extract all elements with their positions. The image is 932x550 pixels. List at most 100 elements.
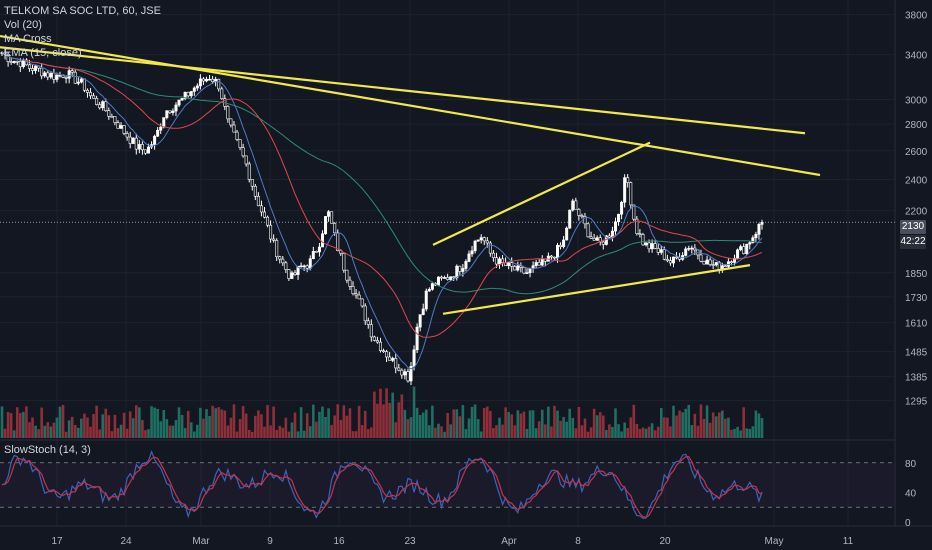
y-tick-label: 1730 — [905, 293, 928, 304]
osc-tick-label: 80 — [905, 459, 917, 470]
candle-body — [147, 146, 151, 154]
volume-bar — [260, 414, 263, 438]
volume-bar — [702, 418, 706, 438]
volume-bar — [345, 415, 349, 438]
volume-bar — [125, 428, 129, 438]
candle-body — [314, 251, 318, 253]
volume-bar — [669, 426, 672, 438]
volume-bar — [638, 428, 642, 438]
candle-body — [751, 237, 755, 243]
candle-body — [18, 60, 22, 68]
candle-body — [43, 72, 47, 77]
candle-body — [311, 251, 315, 260]
candle-body — [116, 122, 120, 129]
candle-body — [9, 61, 13, 63]
volume-bar — [739, 430, 742, 438]
volume-bar — [92, 413, 95, 438]
volume-bar — [504, 407, 507, 438]
candle-body — [403, 371, 407, 376]
volume-bar — [684, 408, 687, 438]
volume-bar — [757, 413, 761, 438]
candle-body — [617, 213, 621, 223]
volume-bar — [721, 410, 724, 438]
volume-bar — [196, 424, 199, 438]
candle-body — [644, 242, 648, 246]
candle-body — [739, 246, 743, 251]
volume-bar — [580, 425, 584, 438]
volume-bar — [571, 417, 575, 438]
candle-body — [317, 246, 321, 253]
volume-bar — [394, 422, 398, 438]
volume-bar — [379, 388, 382, 438]
indicator-ma-cross[interactable]: MA Cross — [4, 33, 52, 45]
candle-body — [76, 81, 80, 84]
indicator-vol[interactable]: Vol (20) — [4, 19, 42, 31]
candle-body — [256, 195, 260, 207]
volume-bar — [220, 409, 224, 438]
y-tick-label: 3000 — [905, 95, 928, 106]
candle-body — [534, 262, 538, 266]
x-tick-label: 16 — [333, 536, 345, 547]
volume-bar — [577, 406, 581, 438]
candle-body — [745, 243, 749, 254]
candle-body — [629, 182, 633, 206]
candle-body — [110, 115, 114, 118]
volume-bar — [226, 425, 230, 438]
candle-body — [241, 147, 245, 157]
candle-body — [516, 265, 520, 271]
volume-bar — [553, 405, 556, 438]
trendline-0 — [0, 34, 821, 177]
oscillator-legend[interactable]: SlowStoch (14, 3) — [4, 444, 91, 456]
volume-bar — [177, 407, 181, 438]
volume-bar — [672, 405, 675, 438]
candle-body — [388, 356, 392, 361]
volume-bar — [492, 427, 495, 438]
volume-bar — [608, 424, 611, 438]
x-tick-label: Apr — [501, 536, 517, 547]
candle-body — [513, 266, 517, 271]
candle-body — [278, 256, 282, 260]
candle-body — [208, 78, 212, 81]
x-tick-label: 20 — [659, 536, 671, 547]
candle-body — [482, 237, 486, 242]
candle-body — [12, 60, 16, 63]
candle-body — [592, 238, 596, 241]
candle-body — [299, 265, 303, 268]
candle-body — [180, 98, 184, 101]
volume-bar — [168, 425, 172, 438]
last-price-tag: 2130 — [900, 220, 926, 234]
volume-bar — [183, 428, 187, 438]
y-tick-label: 2400 — [905, 175, 928, 186]
volume-bar — [247, 429, 251, 438]
volume-bar — [400, 394, 404, 438]
indicator-ema[interactable]: EMA (15, close) — [4, 47, 82, 59]
volume-bar — [116, 428, 120, 438]
volume-bar — [19, 412, 22, 438]
volume-bar — [632, 404, 636, 438]
volume-bar — [696, 425, 700, 438]
candle-body — [101, 101, 105, 109]
volume-bar — [354, 431, 358, 438]
volume-bar — [312, 404, 315, 438]
volume-bar — [52, 422, 56, 438]
candle-body — [635, 218, 639, 234]
candle-body — [510, 262, 514, 267]
volume-bar — [620, 431, 623, 438]
candle-body — [281, 258, 285, 264]
osc-tick-label: 40 — [905, 488, 917, 499]
volume-bar — [131, 418, 135, 438]
volume-bar — [550, 426, 553, 438]
volume-bar — [162, 409, 166, 438]
candle-body — [198, 78, 202, 87]
candle-body — [259, 205, 263, 213]
candle-body — [153, 135, 157, 145]
candle-body — [125, 133, 129, 138]
candle-body — [302, 265, 306, 268]
volume-bar — [333, 415, 336, 438]
candle-body — [690, 247, 694, 250]
candle-body — [140, 144, 144, 151]
volume-bar — [370, 427, 373, 438]
volume-bar — [501, 424, 504, 438]
